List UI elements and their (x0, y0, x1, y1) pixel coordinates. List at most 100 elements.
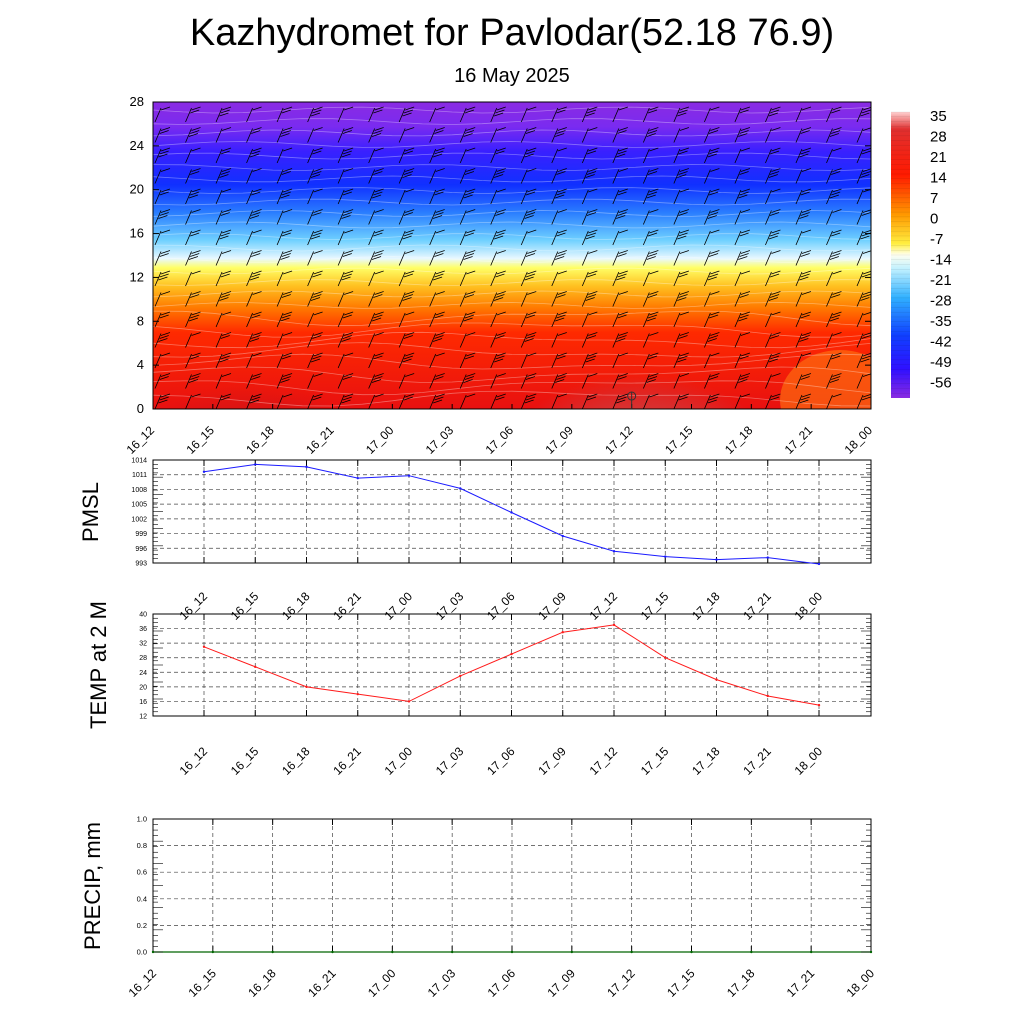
wind-barb (429, 352, 445, 369)
wind-barb (459, 209, 476, 225)
wind-barb (673, 229, 689, 246)
wind-barb (185, 373, 201, 389)
wind-barb (459, 147, 476, 164)
x-tick-label: 16_12 (126, 966, 160, 1000)
wind-barb (856, 168, 871, 184)
data-point (211, 950, 215, 954)
wind-barb (368, 291, 384, 307)
wind-barb (795, 106, 812, 123)
x-tick-label: 17_15 (638, 744, 672, 778)
wind-barb (520, 127, 537, 143)
colorbar-label: -21 (930, 272, 952, 289)
wind-barb (246, 393, 262, 409)
wind-barb (673, 393, 689, 409)
wind-barb (826, 393, 842, 409)
pmsl-x-axis: 16_12 16_15 16_18 16_21 17_00 17_03 17_06 17_09… (177, 460, 825, 623)
wind-barb (704, 106, 720, 123)
pmsl-ylabel: PMSL (78, 482, 103, 542)
wind-barb (459, 311, 476, 328)
wind-barb (398, 229, 415, 246)
wind-barb (154, 311, 171, 328)
x-tick-label: 18_00 (792, 744, 826, 778)
wind-barb (581, 229, 598, 246)
wind-barb (398, 311, 415, 328)
y-tick-label: 0 (137, 401, 144, 416)
wind-barb (459, 188, 476, 205)
wind-barb (337, 393, 354, 409)
wind-barb (490, 373, 506, 389)
x-tick-label: 17_15 (638, 589, 672, 623)
wind-barb (642, 332, 659, 348)
wind-barb (765, 352, 781, 369)
pmsl-panel: 1014 1011 1008 1005 1002 999 996 993 16_12 16_15… (78, 458, 872, 623)
wind-barb (459, 373, 476, 389)
wind-barb (276, 250, 293, 266)
y-tick-label: 1008 (131, 487, 147, 494)
wind-barb (246, 147, 262, 164)
wind-barb (612, 352, 628, 369)
wind-barb (704, 332, 720, 348)
wind-barb (520, 106, 537, 123)
data-point (561, 631, 564, 634)
data-point (817, 703, 821, 707)
wind-barb (551, 168, 567, 184)
y-tick-label: 36 (139, 626, 147, 633)
wind-barb (276, 291, 293, 307)
data-point (356, 476, 359, 480)
wind-barb (429, 270, 445, 287)
cross-section-y-axis: 0 4 8 12 16 20 24 28 (130, 94, 871, 416)
temp2m-x-axis: 16_12 16_15 16_18 16_21 17_00 17_03 17_06 17_09… (177, 614, 826, 778)
wind-barb (551, 270, 567, 287)
x-tick-label: 17_15 (664, 966, 698, 1000)
wind-barb (765, 127, 781, 143)
wind-barb (673, 373, 689, 389)
wind-barb (490, 393, 506, 409)
wind-barb (337, 168, 354, 184)
wind-barb (704, 229, 720, 246)
wind-barb (581, 393, 598, 409)
data-point (809, 950, 813, 954)
x-tick-label: 17_09 (535, 589, 569, 623)
wind-barb (612, 127, 628, 143)
wind-barb (307, 352, 323, 369)
wind-barb (337, 291, 354, 307)
wind-barb (246, 270, 262, 287)
wind-barb (215, 127, 232, 143)
wind-barb (581, 352, 598, 369)
wind-barb (826, 373, 842, 389)
wind-barb (826, 352, 842, 369)
wind-barb (795, 188, 812, 205)
wind-barb (185, 127, 201, 143)
colorbar-label: -49 (930, 354, 952, 371)
wind-barb (612, 393, 628, 409)
wind-barb (307, 270, 323, 287)
max-marker (627, 391, 637, 409)
wind-barb (429, 147, 445, 164)
wind-barb (307, 168, 323, 184)
wind-barb (215, 373, 232, 389)
colorbar-label: -42 (930, 334, 952, 351)
wind-barb (826, 270, 842, 287)
wind-barb (642, 168, 659, 184)
wind-barb (429, 393, 445, 409)
wind-barb (215, 168, 232, 184)
data-point (510, 652, 513, 656)
data-point (202, 470, 206, 473)
data-point (407, 474, 411, 477)
wind-barb (368, 229, 384, 246)
wind-barb (765, 250, 781, 266)
wind-barb (673, 188, 689, 205)
wind-barb (642, 250, 659, 266)
wind-barb (215, 188, 232, 205)
pmsl-y-axis: 1014 1011 1008 1005 1002 999 996 993 (131, 458, 871, 568)
wind-barb (276, 168, 293, 184)
wind-barb (246, 332, 262, 348)
pmsl-line (203, 463, 820, 565)
x-tick-label: 17_12 (604, 966, 638, 1000)
x-tick-label: 17_18 (722, 423, 756, 457)
wind-barb (826, 332, 842, 348)
wind-barb (246, 250, 262, 266)
wind-barb (581, 188, 598, 205)
wind-barb (765, 291, 781, 307)
wind-barb (429, 291, 445, 307)
